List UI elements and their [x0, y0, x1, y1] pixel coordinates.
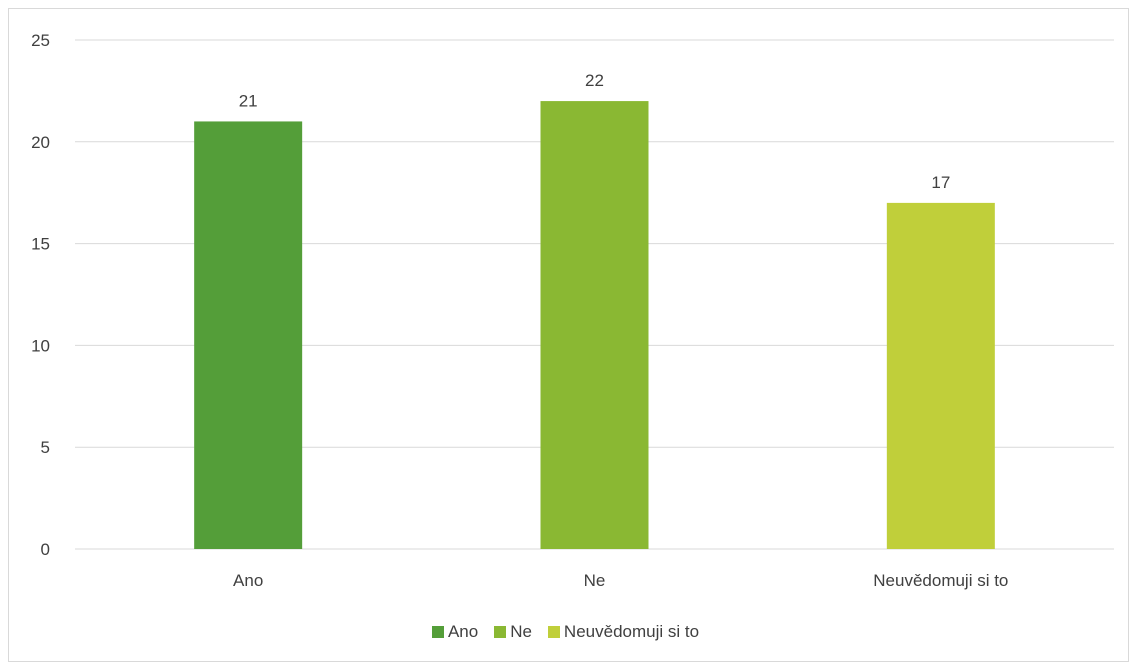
data-label: 21 — [239, 91, 258, 110]
legend-item: Ano — [431, 622, 479, 642]
legend-swatch — [431, 626, 444, 638]
data-label: 17 — [931, 173, 950, 192]
data-labels: 21 22 17 — [239, 71, 951, 192]
bars — [194, 101, 995, 549]
y-tick-label: 0 — [41, 540, 50, 559]
y-axis-ticks: 0 5 10 15 20 25 — [31, 31, 50, 559]
legend-item: Neuvědomuji si to — [547, 622, 700, 642]
x-category-label: Ano — [233, 571, 263, 590]
legend-item: Ne — [494, 622, 532, 642]
legend-label: Ne — [510, 622, 532, 641]
y-tick-label: 10 — [31, 336, 50, 355]
y-tick-label: 5 — [41, 438, 50, 457]
legend: Ano Ne Neuvědomuji si to — [0, 622, 1131, 642]
legend-swatch — [547, 626, 560, 638]
bar — [886, 202, 995, 549]
legend-swatch — [494, 626, 507, 638]
data-label: 22 — [585, 71, 604, 90]
bar — [540, 101, 649, 549]
x-category-label: Ne — [584, 571, 606, 590]
y-tick-label: 15 — [31, 235, 50, 254]
legend-label: Neuvědomuji si to — [563, 622, 700, 641]
y-tick-label: 20 — [31, 133, 50, 152]
x-axis-categories: Ano Ne Neuvědomuji si to — [233, 571, 1008, 590]
y-tick-label: 25 — [31, 31, 50, 50]
bar — [194, 121, 303, 549]
x-category-label: Neuvědomuji si to — [873, 571, 1008, 590]
legend-label: Ano — [447, 622, 479, 641]
